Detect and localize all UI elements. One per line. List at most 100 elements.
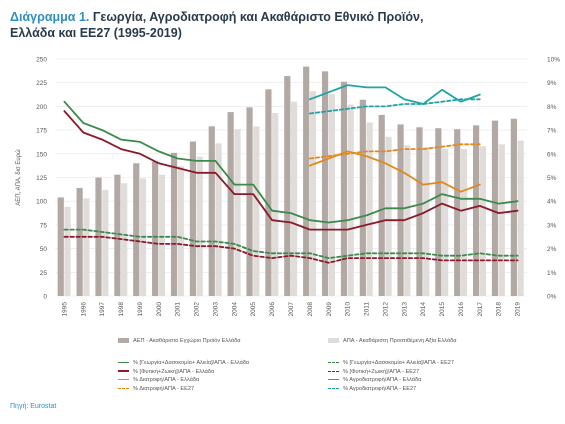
bar: [454, 129, 461, 296]
bar: [114, 174, 121, 296]
bar: [378, 114, 385, 296]
legend-swatch: [118, 387, 129, 389]
legend-label: ΑΕΠ - Ακαθάριστο Εγχώριο Προϊόν Ελλάδα: [133, 338, 241, 344]
y2-tick-label: 7%: [547, 128, 557, 135]
bar: [473, 125, 480, 296]
legend-item-line: % [Γεωργία+Δασοκομία+ Αλιεία]/ΑΠΑ - Ελλά…: [118, 360, 249, 366]
source-note: Πηγή: Eurostat: [10, 403, 57, 410]
legend-swatch: [328, 370, 339, 372]
x-tick-label: 2015: [439, 302, 446, 317]
y2-tick-label: 5%: [547, 175, 557, 182]
bar: [215, 143, 222, 296]
bar: [416, 127, 423, 296]
bar: [64, 206, 71, 296]
legend-label: % Διατροφή/ΑΠΑ - ΕΕ27: [133, 385, 195, 392]
bar: [404, 145, 411, 296]
legend-swatch: [328, 338, 339, 344]
bar: [328, 94, 335, 297]
x-tick-label: 2005: [250, 302, 257, 317]
x-tick-label: 1996: [80, 302, 87, 317]
bar: [152, 161, 159, 296]
x-tick-label: 2011: [364, 302, 371, 316]
x-tick-label: 1995: [61, 302, 68, 317]
x-tick-label: 2002: [194, 302, 201, 317]
y2-tick-label: 6%: [547, 151, 557, 158]
bar: [83, 198, 90, 296]
bar: [385, 136, 392, 296]
bar: [366, 122, 373, 297]
series-line: [308, 143, 481, 160]
y2-tick-label: 9%: [547, 80, 557, 87]
bar: [321, 71, 329, 296]
bar: [340, 81, 348, 296]
legend-label: % [Γεωργία+Δασοκομία+ Αλιεία]/ΑΠΑ - Ελλά…: [133, 360, 250, 366]
y2-tick-label: 8%: [547, 104, 557, 111]
series-line: [63, 100, 519, 224]
x-tick-label: 2000: [156, 302, 163, 317]
x-tick-label: 2009: [326, 302, 333, 317]
legend-item-line: % Αγροδιατροφή/ΑΠΑ - Ελλάδα: [328, 377, 421, 383]
title-text: Γεωργία, Αγροδιατροφή και Ακαθάριστο Εθν…: [92, 10, 424, 24]
x-tick-label: 2018: [496, 302, 503, 317]
bar: [76, 187, 83, 296]
y2-tick-label: 4%: [547, 199, 557, 206]
title-line2: Ελλάδα και ΕΕ27 (1995-2019): [10, 26, 182, 40]
x-tick-label: 2001: [175, 302, 182, 317]
series-line: [308, 150, 481, 193]
bar: [246, 107, 253, 297]
y-tick-label: 125: [36, 175, 47, 182]
bar: [189, 141, 196, 296]
y-tick-label: 100: [36, 199, 47, 206]
legend-label: % Διατροφή/ΑΠΑ - Ελλάδα: [133, 377, 200, 383]
legend-label: % [Φυτική+Ζωική]/ΑΠΑ - ΕΕ27: [343, 368, 420, 375]
y2-tick-label: 10%: [547, 57, 560, 64]
bar: [460, 149, 468, 296]
legend-item-line: % Διατροφή/ΑΠΑ - Ελλάδα: [118, 377, 199, 383]
bar: [253, 126, 260, 296]
legend-label: % [Φυτική+Ζωική]/ΑΠΑ - Ελλάδα: [133, 368, 215, 375]
legend-label: % Αγροδιατροφή/ΑΠΑ - ΕΕ27: [343, 385, 417, 392]
y-tick-label: 25: [40, 270, 48, 277]
x-tick-label: 1997: [99, 302, 106, 317]
bar: [102, 189, 109, 296]
x-tick-label: 2019: [515, 302, 522, 317]
legend-item-line: % [Γεωργία+Δασοκομία+ Αλιεία]/ΑΠΑ - ΕΕ27: [328, 360, 454, 366]
x-tick-label: 1999: [137, 302, 144, 317]
y-tick-label: 175: [36, 128, 47, 135]
legend-item-line: % [Φυτική+Ζωική]/ΑΠΑ - ΕΕ27: [328, 369, 419, 375]
y2-tick-label: 2%: [547, 246, 557, 253]
x-tick-label: 2004: [231, 302, 238, 317]
y-tick-label: 225: [36, 80, 47, 87]
x-tick-label: 2007: [288, 302, 295, 317]
y-tick-label: 50: [40, 246, 48, 253]
series-line: [63, 235, 519, 264]
bar: [196, 156, 203, 296]
bar: [309, 91, 317, 297]
x-tick-label: 2008: [307, 302, 314, 317]
bar: [158, 174, 166, 296]
legend-label: % Αγροδιατροφή/ΑΠΑ - Ελλάδα: [343, 377, 422, 383]
legend-item-bar: ΑΕΠ - Ακαθάριστο Εγχώριο Προϊόν Ελλάδα: [118, 338, 241, 344]
bar: [284, 76, 291, 297]
legend-item-line: % [Φυτική+Ζωική]/ΑΠΑ - Ελλάδα: [118, 369, 214, 375]
bar: [170, 152, 178, 296]
bar: [359, 99, 366, 296]
legend-swatch: [328, 387, 339, 389]
bar: [423, 147, 430, 296]
y2-tick-label: 3%: [547, 222, 557, 229]
y-tick-label: 75: [40, 222, 48, 229]
bar: [435, 128, 442, 296]
chart-title: Διάγραμμα 1. Γεωργία, Αγροδιατροφή και Α…: [10, 9, 555, 41]
bar: [347, 104, 354, 296]
legend-item-bar: ΑΠΑ - Ακαθάριστη Προστιθέμενη Αξία Ελλάδ…: [328, 338, 456, 344]
figure-number: Διάγραμμα 1.: [10, 10, 90, 24]
x-tick-label: 2013: [401, 302, 408, 317]
bar: [303, 66, 310, 296]
x-tick-label: 2017: [477, 302, 484, 317]
y-tick-label: 200: [36, 104, 47, 111]
legend-swatch: [118, 361, 129, 364]
bar: [265, 89, 272, 296]
legend-item-line: % Διατροφή/ΑΠΑ - ΕΕ27: [118, 386, 194, 392]
bar: [397, 124, 404, 296]
